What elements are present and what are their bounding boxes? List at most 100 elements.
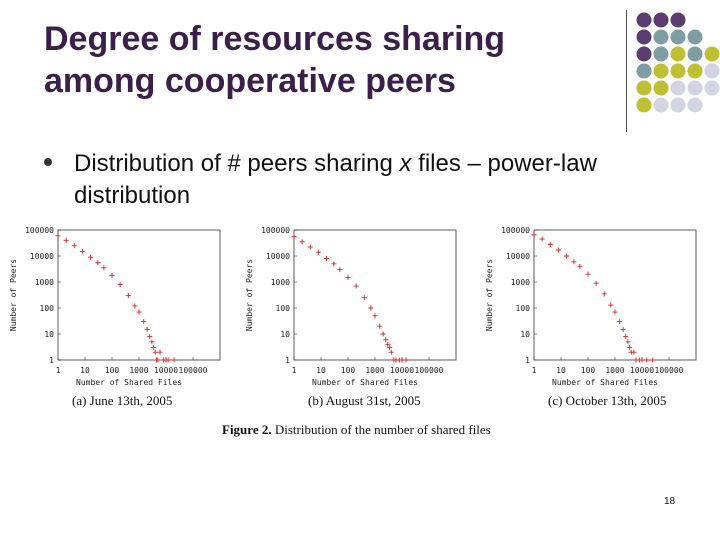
x-axis-label: Number of Shared Files [312,378,418,387]
data-point [531,232,537,238]
x-axis-label: Number of Shared Files [76,378,182,387]
deco-dot [687,97,703,113]
data-point [151,345,157,351]
charts-area: 1 10 100 1000 10000 100000 1 10 100 1000 10000 1000… [0,220,720,450]
data-point [141,319,147,325]
x-tick-label: 100 [581,366,596,375]
deco-dot [636,80,652,96]
data-point [324,256,330,262]
data-point [88,254,94,260]
data-point [155,357,161,363]
data-point [377,323,383,329]
y-tick-label: 1000 [35,278,54,287]
slide-title-line1: Degree of resources sharing [44,20,506,58]
x-axis-label: Number of Shared Files [552,378,658,387]
data-point [623,334,629,340]
deco-dot [653,12,669,28]
data-point [368,305,374,311]
data-point [593,280,599,286]
data-point [403,357,409,363]
chart-panel: 1 10 100 1000 10000 1000001101001000100001000… [485,226,697,387]
deco-dot [670,63,686,79]
data-point [608,302,614,308]
x-tick-label: 10000 [154,366,178,375]
deco-dot [687,80,703,96]
data-point [383,337,389,343]
data-point [625,339,631,345]
data-point [149,339,155,345]
x-tick-label: 1000 [129,366,148,375]
data-point [291,234,297,240]
y-tick-label: 1000 [271,278,290,287]
data-point [109,272,115,278]
x-tick-label: 10000 [630,366,654,375]
deco-dot [687,63,703,79]
deco-dot [670,97,686,113]
x-tick-label: 1 [56,366,61,375]
deco-dot [636,12,652,28]
data-point [331,261,337,267]
deco-dot [670,12,686,28]
data-point [585,271,591,277]
data-point [299,239,305,245]
data-point [171,357,177,363]
deco-dot [636,46,652,62]
y-tick-label: 100 [40,304,55,313]
data-point [577,263,583,269]
deco-dot [704,46,720,62]
x-tick-label: 100 [341,366,356,375]
data-point [315,249,321,255]
plot-frame [293,229,457,361]
data-point [147,334,153,340]
data-point [55,233,61,239]
data-point [639,357,645,363]
data-point [387,345,393,351]
data-point [617,319,623,325]
x-tick-label: 100000 [655,366,684,375]
y-tick-label: 100 [276,304,291,313]
data-point [71,243,77,249]
data-point [337,267,343,273]
figure-caption: Figure 2. Distribution of the number of … [222,422,491,438]
slide-title-line2: among cooperative peers [44,62,456,100]
data-point [385,341,391,347]
data-point [345,274,351,280]
y-tick-label: 10000 [506,252,530,261]
y-tick-label: 1 [525,356,530,365]
y-tick-label: 10000 [266,252,290,261]
deco-dot [653,46,669,62]
y-tick-label: 10 [520,330,530,339]
data-point [307,244,313,250]
y-tick-label: 100000 [261,226,290,235]
data-point [620,326,626,332]
deco-dot [670,80,686,96]
data-point [63,237,69,243]
deco-dot [653,97,669,113]
data-point [547,241,553,247]
data-point [152,349,158,355]
x-tick-label: 10 [316,366,326,375]
x-tick-label: 100000 [415,366,444,375]
figure-caption-text: Distribution of the number of shared fil… [274,422,491,437]
data-point [631,349,637,355]
figure-label: Figure 2. [222,422,272,437]
x-tick-label: 1000 [365,366,384,375]
data-point [165,357,171,363]
x-tick-label: 100000 [179,366,208,375]
bullet-text-variable: x [399,150,412,177]
slide-title: Degree of resources sharing among cooper… [44,18,604,102]
bullet-text: Distribution of # peers sharing x files … [74,148,684,212]
deco-dot [636,63,652,79]
deco-dot [636,97,652,113]
data-point [95,260,101,266]
data-point [117,282,123,288]
deco-dot [670,29,686,45]
chart-panel: 1 10 100 1000 10000 1000001101001000100001000… [245,226,457,387]
data-point [627,345,633,351]
x-tick-label: 1 [532,366,537,375]
x-tick-label: 100 [105,366,120,375]
deco-dot [653,29,669,45]
x-tick-label: 1000 [605,366,624,375]
data-point [388,349,394,355]
x-tick-label: 1 [292,366,297,375]
